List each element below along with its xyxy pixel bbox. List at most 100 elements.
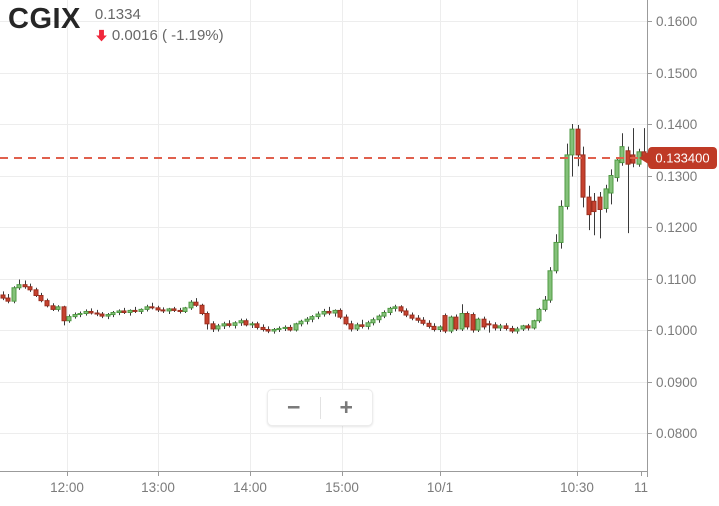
candle-body [387,307,393,313]
candle-body [453,316,459,330]
candle-body [0,294,6,299]
candle-body [160,309,166,312]
candle-body [210,323,216,330]
candle-body [470,314,476,331]
candle-body [365,322,371,327]
candle-body [326,310,332,314]
candle-body [376,315,382,321]
price-axis-label: 0.1400 [656,117,697,132]
candle-body [243,320,249,326]
candle-body [415,317,421,321]
price-axis-label: 0.1000 [656,323,697,338]
price-axis-label: 0.1200 [656,220,697,235]
candle-body [442,315,448,332]
candle-body [287,326,293,331]
candle-body [459,313,465,330]
candle-body [619,146,625,164]
time-axis-label: 10:30 [560,480,594,495]
candle-body [144,306,150,310]
candle-body [343,316,349,325]
candle-body [138,308,144,312]
candle-body [608,175,614,194]
candle-body [204,313,210,325]
candle-body [105,314,111,317]
price-change-row: 0.0016 ( -1.19%) [95,27,224,44]
candle-body [625,150,631,165]
candle-body [603,188,609,209]
candle-body [221,323,227,327]
candle-body [486,323,492,326]
candle-body [409,314,415,319]
candle-body [121,310,127,313]
candle-body [315,313,321,318]
candle-body [392,306,398,309]
candle-body [492,324,498,329]
time-axis-label: 15:00 [325,480,359,495]
candle-body [586,196,592,216]
candle-body [614,159,620,179]
candle-body [61,306,67,322]
time-axis-label: 12:00 [50,480,84,495]
last-price: 0.1334 [94,6,141,23]
price-axis-label: 0.0800 [656,426,697,441]
candle-body [569,128,575,156]
candle-body [370,319,376,324]
candle-body [110,311,116,316]
candle-body [50,305,56,310]
candle-body [448,316,454,332]
zoom-out-button[interactable]: − [268,390,320,425]
time-axis-label: 11 [634,480,648,495]
candle-body [55,306,61,310]
candle-body [481,318,487,328]
zoom-in-button[interactable]: + [321,390,373,425]
candle-body [575,128,581,156]
candle-body [66,316,72,322]
candle-body [22,284,28,288]
candle-body [177,309,183,312]
candle-body [149,306,155,309]
price-badge [648,147,717,169]
candle-body [536,308,542,322]
candle-body [83,310,89,315]
price-axis-label: 0.1600 [656,14,697,29]
candle-body [276,327,282,330]
quote-block: 0.1334 0.0016 ( -1.19%) [94,6,224,44]
candle-body [271,328,277,332]
candle-body [254,323,260,328]
time-axis-label: 10/1 [427,480,453,495]
candle-body [558,205,564,243]
candle-body [293,323,299,331]
price-axis-label: 0.1100 [656,272,696,287]
candle-body [171,308,177,311]
zoom-controls: − + [267,389,373,426]
candle-body [282,326,288,329]
candle-body [193,301,199,306]
candle-body [553,241,559,272]
candle-body [116,310,122,313]
candle-body [525,325,531,329]
candle-body [260,326,266,330]
candle-body [38,294,44,302]
candle-body [437,326,443,330]
candle-body [27,286,33,291]
candle-body [542,299,548,310]
candle-body [464,313,470,328]
candle-body [226,323,232,326]
candle-body [166,308,172,312]
candle-body [99,313,105,317]
candle-body [514,328,520,332]
candle-body [354,324,360,330]
zoom-divider [319,396,321,419]
candle-body [398,306,404,312]
symbol-name: CGIX [8,3,81,35]
candle-body [359,324,365,327]
candle-body [580,154,586,198]
time-axis-label: 14:00 [233,480,267,495]
candle-body [547,270,553,301]
candle-body [475,318,481,331]
candle-body [238,320,244,324]
candle-body [321,310,327,315]
candle-body [94,312,100,315]
